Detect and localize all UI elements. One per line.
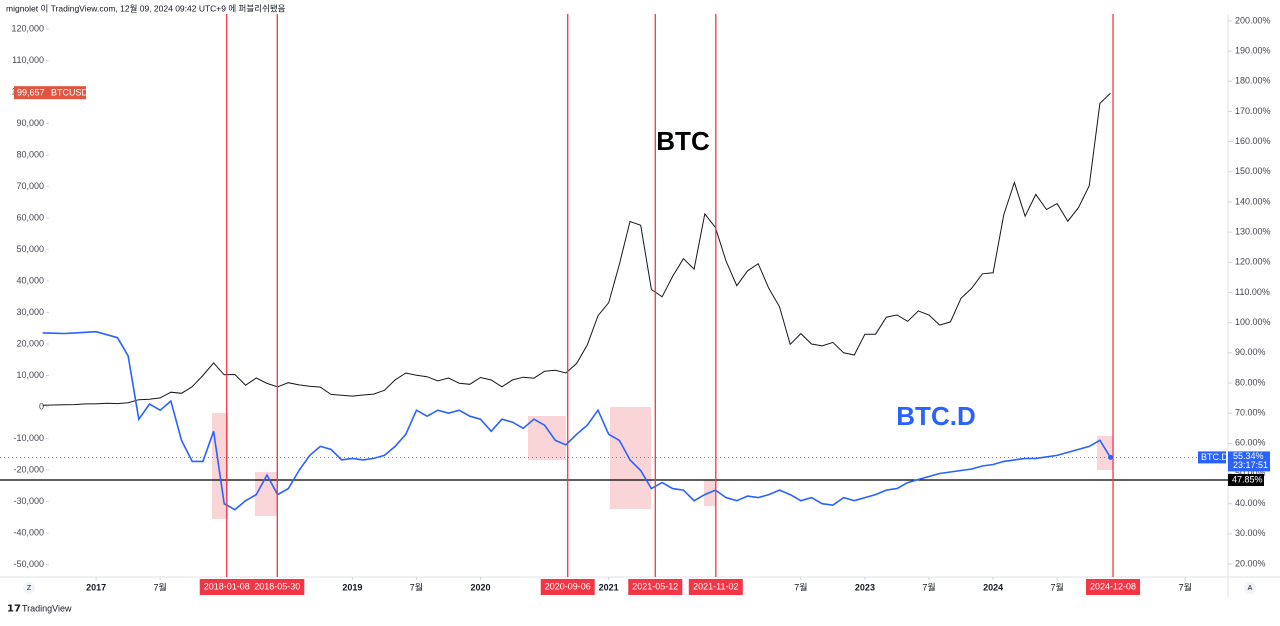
event-label: 2018-01-08	[204, 581, 250, 591]
y-tick-label: 70,000	[16, 181, 44, 191]
brand: 𝟭𝟳 TradingView	[7, 603, 72, 614]
y2-tick-label: 100.00%	[1235, 317, 1271, 327]
event-tag	[628, 579, 683, 595]
event-label: 2021-11-02	[693, 581, 738, 591]
svg-text:A: A	[1248, 585, 1253, 592]
y2-tick-label: 80.00%	[1235, 377, 1266, 387]
a-button[interactable]: A	[1244, 582, 1256, 594]
highlight-box	[1097, 436, 1113, 470]
x-tick-label: 7월	[794, 581, 807, 592]
x-tick-label: 7월	[1050, 581, 1063, 592]
x-tick-label: 7월	[922, 581, 935, 592]
highlight-box	[212, 413, 228, 519]
y-tick-label: -50,000	[13, 559, 44, 569]
y2-tick-label: 110.00%	[1235, 287, 1270, 297]
y2-tick-label: 190.00%	[1235, 45, 1271, 55]
event-tag	[540, 579, 595, 595]
y-tick-label: 40,000	[16, 275, 44, 285]
y-tick-label: 50,000	[16, 244, 44, 254]
brand-name: TradingView	[22, 603, 72, 613]
y-tick-label: 120,000	[11, 23, 44, 33]
x-tick-label: 2024	[983, 582, 1003, 592]
y2-tick-label: 170.00%	[1235, 106, 1271, 116]
y2-tick-label: 200.00%	[1235, 15, 1271, 25]
highlights	[212, 407, 1113, 519]
y2-tick-label: 160.00%	[1235, 136, 1271, 146]
series-line	[42, 92, 1111, 406]
event-tag	[250, 579, 305, 595]
y2-tick-label: 120.00%	[1235, 257, 1271, 267]
y2-tick-label: 40.00%	[1235, 498, 1266, 508]
x-tick-label: 7월	[154, 581, 167, 592]
y-tick-label: -20,000	[13, 464, 44, 474]
publisher: mignolet 이 TradingView.com, 12월 09, 2024…	[6, 3, 286, 13]
x-tick-label: 2020	[471, 582, 491, 592]
y2-tick-label: 130.00%	[1235, 227, 1271, 237]
x-tick-label: 7월	[1179, 581, 1192, 592]
price-tag-value: 55.34%	[1233, 451, 1264, 461]
y2-tick-label: 140.00%	[1235, 196, 1271, 206]
hline-label: 47.85%	[1232, 474, 1263, 484]
y2-tick-label: 90.00%	[1235, 347, 1266, 357]
svg-text:𝟭𝟳: 𝟭𝟳	[7, 604, 21, 615]
x-tick-label: 7월	[410, 581, 423, 592]
annotation: BTC	[656, 126, 710, 156]
y-tick-label: 20,000	[16, 338, 44, 348]
y-tick-label: 80,000	[16, 149, 44, 159]
y-tick-label: 10,000	[16, 370, 44, 380]
z-button[interactable]: Z	[23, 582, 35, 594]
hline-tag	[1228, 473, 1264, 486]
event-label: 2024-12-08	[1090, 581, 1136, 591]
y-tick-label: -10,000	[13, 433, 44, 443]
legend-tag	[1198, 451, 1226, 464]
y-tick-label: 110,000	[12, 55, 44, 65]
price-tag-value: 99,657	[17, 88, 45, 98]
y-tick-label: -30,000	[13, 496, 44, 506]
y2-tick-label: 70.00%	[1235, 408, 1266, 418]
y-tick-label: 0	[39, 401, 44, 411]
y2-tick-label: 60.00%	[1235, 438, 1266, 448]
price-tag	[14, 86, 86, 100]
y2-tick-label: 180.00%	[1235, 76, 1271, 86]
last-point	[1108, 454, 1114, 460]
event-tag	[688, 579, 743, 595]
price-tag	[1228, 451, 1270, 472]
x-tick-label: 2017	[86, 582, 106, 592]
event-label: 2020-09-06	[545, 581, 591, 591]
highlight-box	[610, 407, 651, 509]
annotation: BTC.D	[896, 401, 975, 431]
event-label: 2021-05-12	[632, 581, 678, 591]
x-tick-label: 2019	[342, 582, 362, 592]
legend-name: BTC.D	[1201, 452, 1229, 462]
event-label: 2018-05-30	[254, 581, 300, 591]
y2-tick-label: 30.00%	[1235, 528, 1266, 538]
highlight-box	[528, 416, 566, 460]
y2-tick-label: 50.00%	[1235, 468, 1266, 478]
svg-text:Z: Z	[27, 585, 32, 592]
x-tick-label: 2021	[599, 582, 619, 592]
x-tick-label: 2023	[855, 582, 875, 592]
y2-tick-label: 150.00%	[1235, 166, 1271, 176]
y-tick-label: 30,000	[16, 307, 44, 317]
y-tick-label: -40,000	[13, 527, 44, 537]
series-line	[42, 330, 1112, 511]
y-tick-label: 90,000	[16, 118, 44, 128]
y2-tick-label: 20.00%	[1235, 558, 1266, 568]
highlight-box	[255, 472, 277, 516]
event-tag	[1086, 579, 1141, 595]
y-tick-label: 60,000	[16, 212, 44, 222]
event-tag	[199, 579, 254, 595]
price-tag-countdown: 23:17:51	[1233, 460, 1268, 470]
price-tag-name: BTCUSD	[51, 88, 89, 98]
